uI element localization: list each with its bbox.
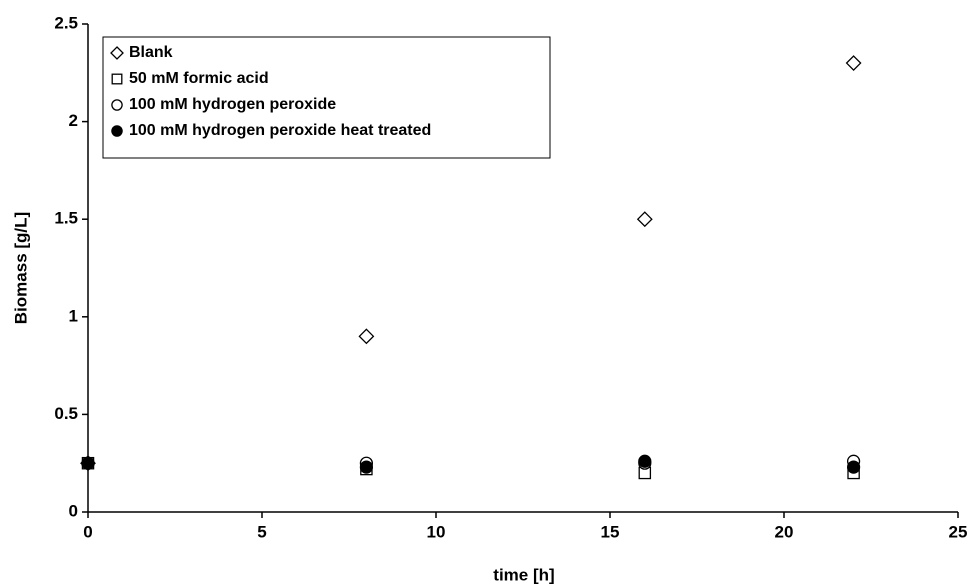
- y-tick-label: 0: [69, 501, 78, 520]
- legend: Blank 50 mM formic acid 100 mM hydrogen pe…: [102, 36, 551, 159]
- legend-label: 50 mM formic acid: [129, 70, 269, 87]
- y-tick-label: 2.5: [54, 13, 78, 32]
- x-tick-label: 5: [257, 522, 266, 541]
- x-tick-label: 25: [949, 522, 968, 541]
- legend-marker: [111, 125, 123, 137]
- y-tick-label: 1: [69, 306, 78, 325]
- legend-label: 100 mM hydrogen peroxide: [129, 96, 336, 113]
- y-tick-label: 1.5: [54, 209, 78, 228]
- y-tick-label: 2: [69, 111, 78, 130]
- x-tick-label: 20: [775, 522, 794, 541]
- point: [845, 55, 862, 71]
- point: [636, 211, 653, 228]
- x-tick-label: 15: [601, 522, 620, 541]
- point: [359, 460, 373, 474]
- legend-marker: [110, 46, 124, 60]
- y-axis-label: Biomass [g/L]: [11, 212, 30, 324]
- x-axis-label: time [h]: [493, 565, 554, 584]
- legend-box: [102, 36, 551, 159]
- legend-label: Blank: [129, 44, 173, 61]
- legend-label: 100 mM hydrogen peroxide heat treated: [129, 122, 431, 139]
- legend-marker: [111, 73, 123, 85]
- point: [846, 460, 861, 474]
- x-tick-label: 0: [83, 522, 92, 541]
- point: [638, 454, 652, 468]
- x-tick-label: 10: [427, 522, 446, 541]
- point: [81, 456, 95, 470]
- point: [358, 328, 375, 345]
- legend-marker: [111, 99, 123, 111]
- y-tick-label: 0.5: [54, 404, 78, 423]
